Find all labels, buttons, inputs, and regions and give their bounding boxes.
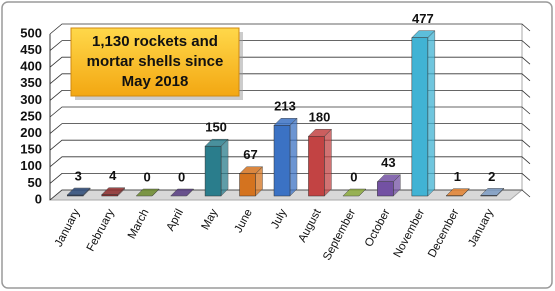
annotation: May 2018 (122, 73, 189, 90)
bar-top (135, 188, 160, 197)
bar-side (289, 117, 298, 197)
grid-line (49, 73, 531, 85)
value-label: 2 (488, 169, 495, 184)
bar-top (445, 188, 470, 196)
value-label: 0 (178, 169, 185, 184)
bar-top (204, 138, 229, 147)
y-tick-label: 200 (20, 125, 42, 140)
bar-top (376, 174, 401, 182)
bar (239, 173, 256, 197)
y-tick-label: 250 (20, 108, 42, 123)
grid-line (49, 106, 531, 118)
y-tick-label: 0 (35, 191, 42, 206)
bar-top (101, 187, 126, 195)
bar-top (170, 188, 195, 197)
annotation: mortar shells since (87, 53, 224, 70)
value-label: 43 (381, 155, 395, 170)
annotation-box (70, 27, 240, 97)
value-label: 3 (75, 168, 82, 183)
bar-side (324, 128, 332, 197)
bar-top (66, 187, 91, 196)
value-label: 4 (109, 168, 117, 183)
value-label: 150 (205, 120, 227, 135)
grid-line (49, 90, 531, 101)
bar-top (273, 118, 298, 126)
y-tick-label: 100 (20, 158, 42, 173)
y-tick-label: 350 (20, 75, 42, 90)
value-label: 213 (274, 99, 296, 114)
bar-top (480, 188, 505, 196)
bar (204, 145, 222, 197)
grid-line (49, 40, 531, 51)
value-label: 1 (454, 169, 461, 184)
value-label: 67 (243, 147, 257, 162)
y-tick-label: 450 (20, 42, 42, 57)
y-tick-label: 50 (28, 175, 42, 190)
y-tick-label: 300 (20, 92, 42, 107)
value-label: 0 (350, 169, 357, 184)
bar (411, 37, 429, 197)
bar-top (411, 30, 436, 38)
value-label: 0 (144, 169, 151, 184)
bar (273, 125, 291, 197)
grid-line (49, 23, 531, 35)
bar (308, 135, 325, 197)
bar-side (427, 30, 436, 197)
bar (377, 181, 394, 197)
bar-top (238, 166, 264, 175)
value-label: 180 (309, 110, 331, 125)
annotation: 1,130 rockets and (92, 33, 218, 50)
bar-side (220, 138, 229, 197)
y-tick-label: 500 (20, 25, 42, 40)
bar-top (342, 188, 367, 197)
value-label: 477 (412, 11, 434, 26)
y-tick-label: 400 (20, 59, 42, 74)
bar-top (307, 128, 333, 137)
grid-line (49, 56, 531, 68)
y-tick-label: 150 (20, 142, 42, 157)
